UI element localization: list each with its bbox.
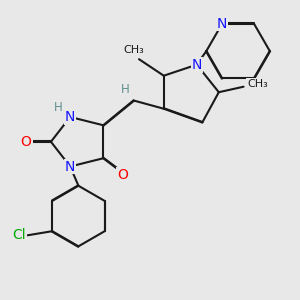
Text: H: H bbox=[53, 101, 62, 114]
Text: H: H bbox=[121, 83, 130, 96]
Text: Cl: Cl bbox=[12, 228, 26, 242]
Text: O: O bbox=[21, 135, 32, 149]
Text: CH₃: CH₃ bbox=[123, 44, 144, 55]
Text: N: N bbox=[192, 58, 202, 72]
Text: N: N bbox=[65, 160, 75, 173]
Text: N: N bbox=[65, 110, 75, 124]
Text: CH₃: CH₃ bbox=[247, 79, 268, 89]
Text: N: N bbox=[217, 16, 227, 31]
Text: O: O bbox=[117, 168, 128, 182]
